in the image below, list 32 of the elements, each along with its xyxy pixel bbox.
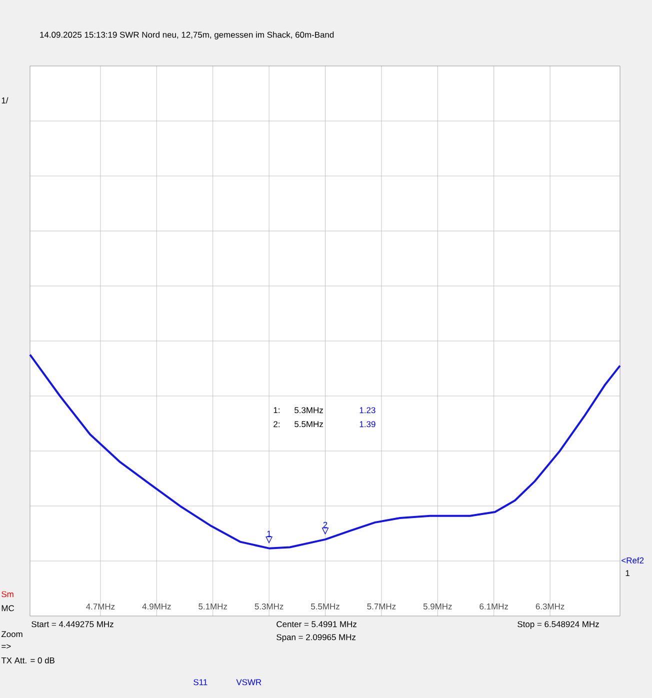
x-tick-label: 5.1MHz — [198, 604, 228, 610]
text: VSWR — [236, 679, 262, 686]
text: Span = 2.09965 MHz — [276, 634, 356, 642]
annotation: 5.5MHz — [294, 421, 323, 428]
x-tick-label: 6.3MHz — [536, 603, 564, 610]
text: S11 — [194, 679, 208, 686]
text: TX Att. = 0 dB — [1, 657, 54, 664]
text: Start = 4.449275 MHz — [32, 621, 114, 628]
x-tick-label: 5.5MHz — [311, 604, 340, 610]
annotation: 5.3MHz — [294, 407, 323, 414]
chart-subtitle: 14.09.2025 15:13:19 SWR Nord neu, 12,75m, gemessen im Shack, 60m-Band — [40, 32, 334, 40]
text: 1 — [626, 570, 630, 576]
text: Center = 5.4991 MHz — [276, 621, 356, 628]
annotation: 1 — [267, 530, 271, 537]
x-tick-label: 4.9MHz — [142, 603, 171, 610]
annotation: 2 — [323, 522, 328, 528]
text: 1/ — [2, 97, 8, 104]
x-tick-label: 5.3MHz — [254, 603, 284, 610]
annotation: 1.23 — [360, 407, 376, 414]
text: => — [2, 644, 11, 648]
annotation: 1: — [274, 407, 280, 414]
text: Zoom — [1, 631, 22, 638]
x-tick-label: 5.9MHz — [423, 603, 452, 610]
text: Stop = 6.548924 MHz — [518, 621, 599, 629]
x-tick-label: 5.7MHz — [367, 604, 396, 610]
text: <Ref2 — [622, 557, 644, 564]
x-tick-label: 6.1MHz — [480, 603, 508, 610]
annotation: 2: — [274, 421, 280, 428]
text: Sm — [2, 591, 14, 598]
x-tick-label: 4.7MHz — [86, 604, 115, 610]
text: MC — [2, 605, 14, 612]
annotation: 1.39 — [360, 421, 376, 428]
